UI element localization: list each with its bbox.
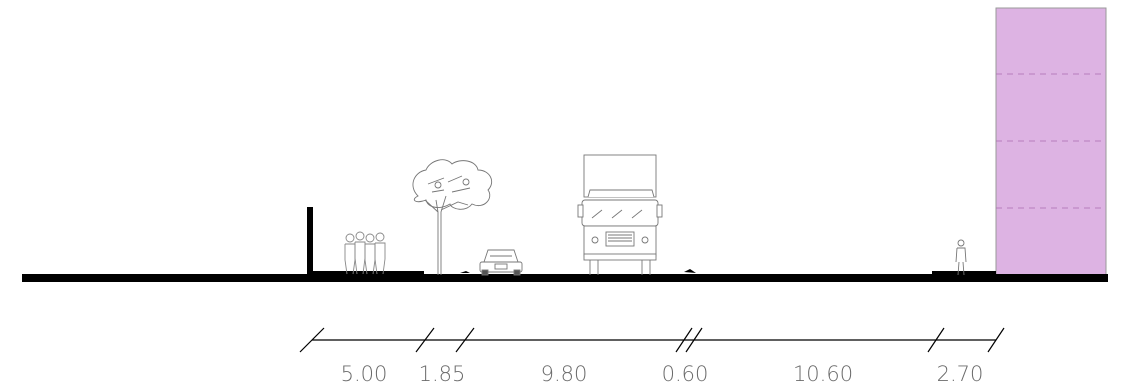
dimension-label: 2.70	[937, 362, 984, 386]
car-icon	[479, 249, 523, 276]
pedestrian-group-icon	[344, 231, 386, 275]
wall-post	[307, 207, 313, 277]
ground-line	[22, 274, 1108, 282]
building	[995, 7, 1107, 277]
dimension-label: 1.85	[419, 362, 466, 386]
dimension-label: 0.60	[662, 362, 709, 386]
debris-mark	[460, 271, 470, 273]
person-icon	[955, 239, 967, 276]
truck-icon	[577, 154, 663, 275]
dimension-label: 9.80	[541, 362, 588, 386]
sidewalk-step-left	[312, 271, 424, 275]
street-tree-icon	[412, 159, 492, 275]
dimension-label: 5.00	[341, 362, 388, 386]
dimension-label: 10.60	[793, 362, 853, 386]
dimension-line	[299, 327, 1005, 353]
debris-mark	[684, 269, 696, 273]
